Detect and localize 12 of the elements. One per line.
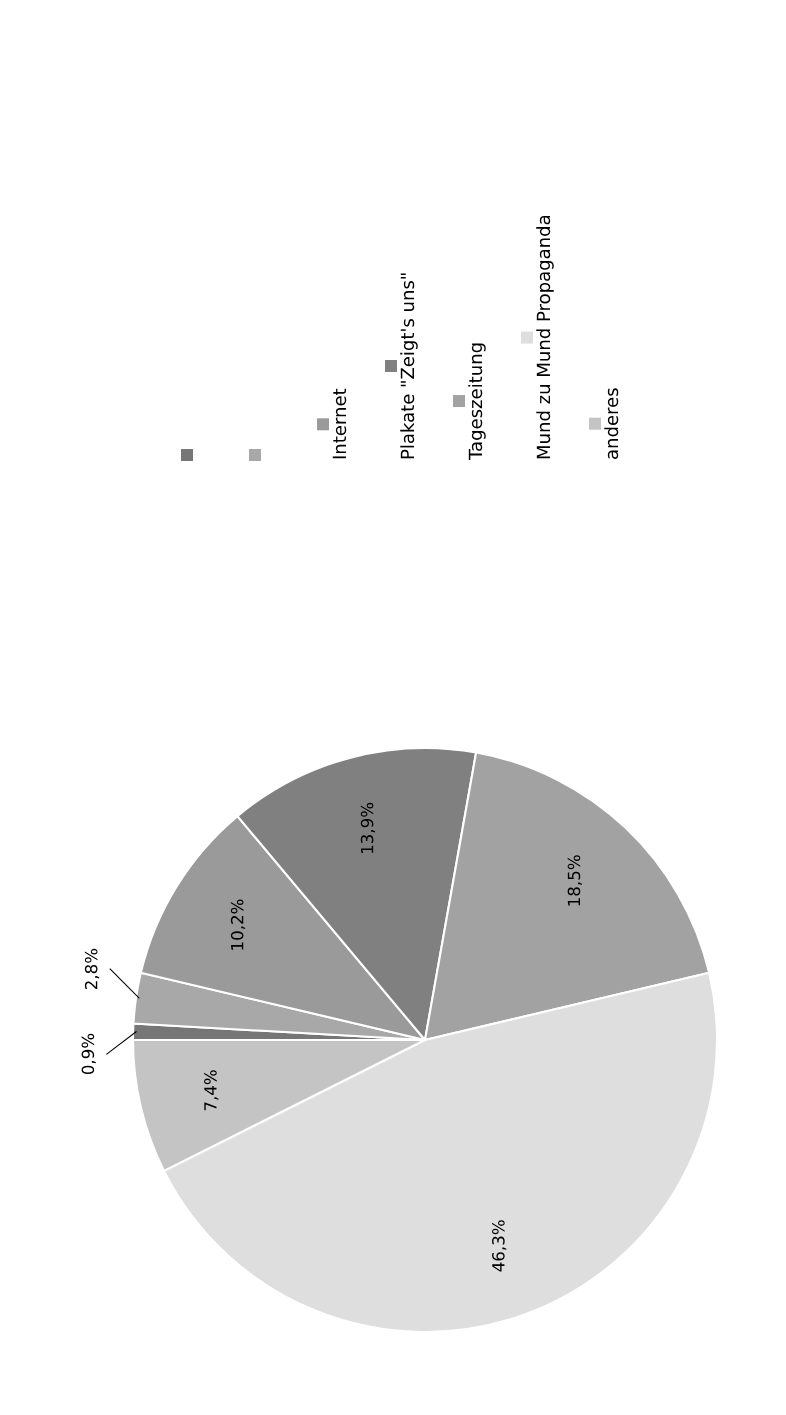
legend-label: Tageszeitung — [468, 343, 486, 461]
legend-label: Internet — [332, 388, 347, 459]
legend-label: Mund zu Mund Propaganda — [536, 215, 554, 459]
data-label: 46,3% — [492, 1220, 507, 1272]
data-label: 7,4% — [204, 1070, 219, 1111]
legend-label: Plakate "Zeigt's uns" — [400, 273, 418, 459]
data-label: 2,8% — [84, 948, 100, 990]
data-label: 0,9% — [81, 1033, 96, 1075]
data-label: 13,9% — [360, 802, 376, 854]
data-label: 10,2% — [230, 899, 246, 950]
data-label: 18,5% — [567, 855, 582, 906]
legend-label: anderes — [604, 388, 619, 459]
